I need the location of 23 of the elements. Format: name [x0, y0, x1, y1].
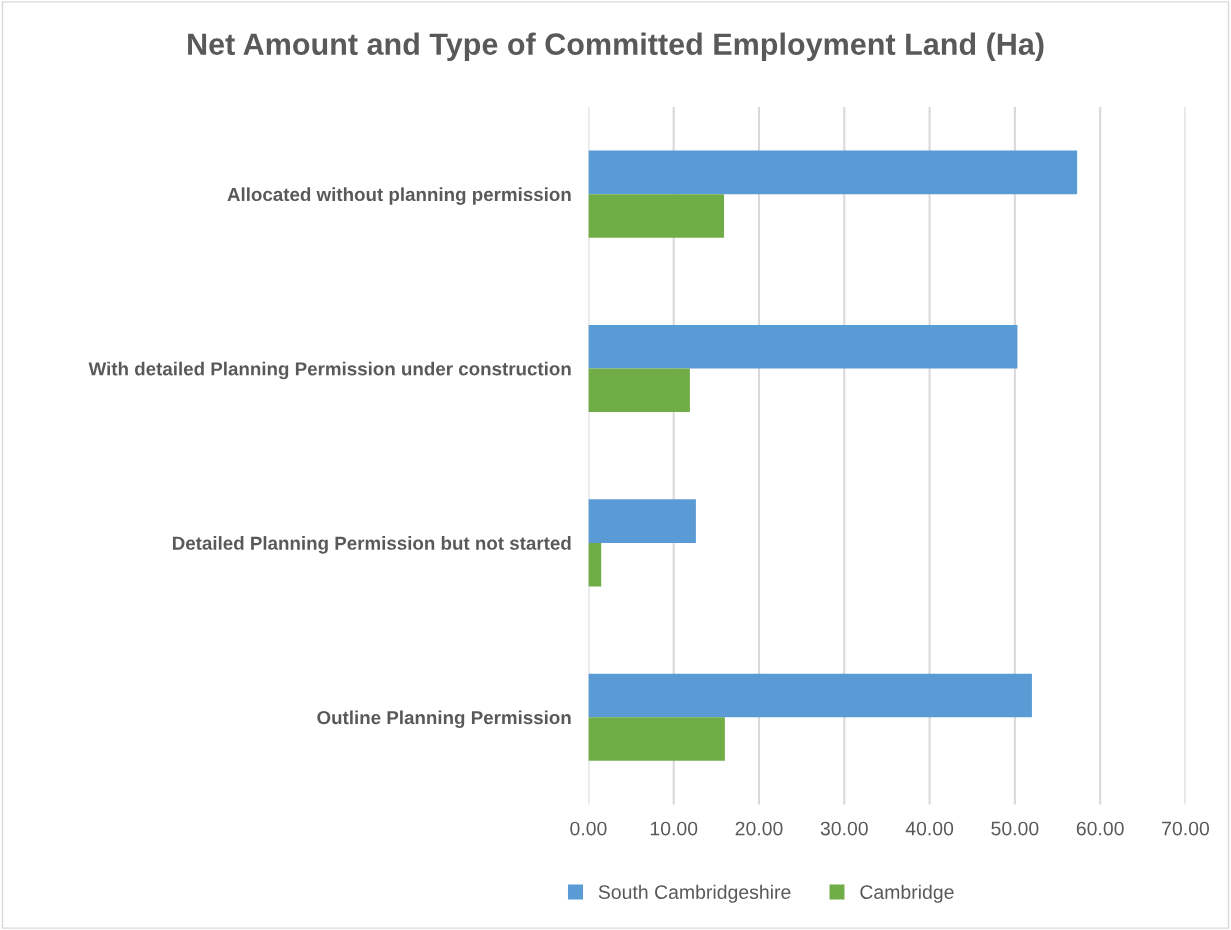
- bar: [588, 542, 602, 587]
- bar: [588, 324, 1018, 369]
- bar: [588, 499, 696, 543]
- x-tick-label: 0.00: [570, 821, 607, 836]
- bar: [588, 150, 1078, 195]
- x-tick-label: 30.00: [820, 821, 868, 836]
- legend-label: Cambridge: [860, 884, 954, 903]
- y-tick-label: Detailed Planning Permission but not started: [172, 536, 571, 554]
- y-tick-label: With detailed Planning Permission under construction: [88, 361, 571, 380]
- y-tick-label: Allocated without planning permission: [227, 187, 571, 205]
- legend-label: South Cambridgeshire: [598, 884, 791, 903]
- x-tick-label: 20.00: [735, 821, 783, 836]
- y-tick-label: Outline Planning Permission: [317, 710, 571, 729]
- chart-title: Net Amount and Type of Committed Employment Land (Ha): [188, 32, 1044, 62]
- bar: [588, 673, 1032, 718]
- x-tick-label: 50.00: [991, 821, 1039, 836]
- bar: [588, 194, 725, 238]
- bar: [588, 717, 725, 761]
- x-tick-label: 60.00: [1076, 821, 1124, 836]
- x-tick-label: 40.00: [905, 821, 954, 836]
- x-tick-label: 10.00: [650, 821, 698, 836]
- bar: [588, 368, 690, 413]
- x-tick-label: 70.00: [1162, 821, 1210, 836]
